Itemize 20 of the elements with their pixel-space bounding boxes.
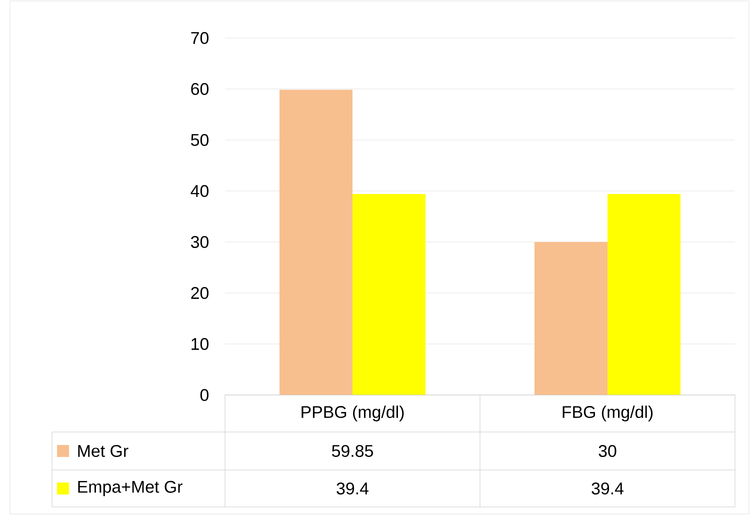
bar [534, 242, 608, 395]
data-label: 39.4 [336, 482, 368, 494]
data-label: 59.85 [332, 444, 373, 457]
y-tick-label: 30 [190, 236, 209, 248]
y-tick-label: 60 [191, 82, 209, 95]
y-tick-label: 20 [191, 286, 209, 299]
y-tick-label: 70 [191, 32, 209, 44]
bar [352, 194, 426, 395]
data-label: 39.4 [592, 482, 624, 494]
y-tick-label: 50 [191, 134, 209, 146]
data-label: 30 [598, 444, 616, 457]
legend-label: Met Gr [78, 444, 128, 457]
x-tick-label: PPBG (mg/dl) [302, 406, 404, 422]
y-tick-label: 40 [190, 184, 209, 197]
legend-label: Empa+Met Gr [78, 480, 182, 496]
bar [280, 90, 353, 395]
bar [608, 194, 681, 395]
y-tick-label: 0 [200, 388, 209, 401]
y-tick-label: 10 [192, 338, 209, 350]
x-tick-label: FBG (mg/dl) [562, 406, 653, 422]
